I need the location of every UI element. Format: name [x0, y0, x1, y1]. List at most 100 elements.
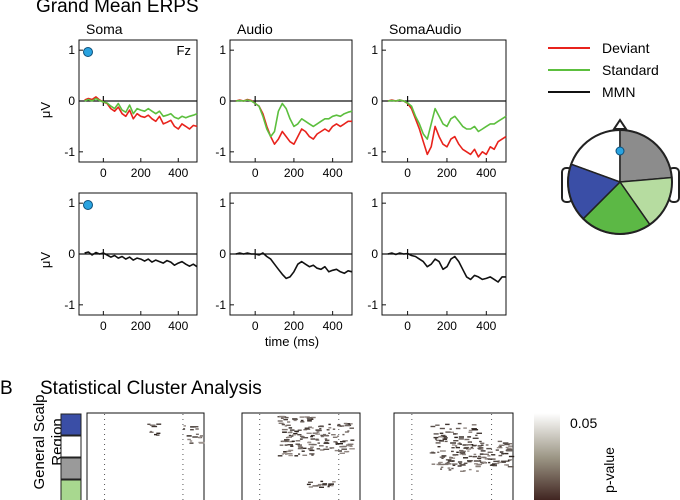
cluster-cell [308, 448, 314, 450]
cluster-cell [187, 438, 191, 441]
cluster-cell [474, 463, 478, 465]
cluster-cell [308, 481, 313, 483]
cluster-cell [299, 438, 303, 440]
cluster-cell [452, 454, 456, 457]
cluster-panels [86, 412, 515, 500]
cluster-cell [306, 417, 310, 419]
cluster-cell [283, 451, 287, 453]
cluster-cell [477, 445, 482, 447]
cluster-cell [464, 438, 470, 441]
cluster-cell [459, 453, 463, 455]
cluster-cell [492, 464, 497, 467]
cluster-cell [441, 457, 444, 459]
cluster-cell [480, 450, 486, 452]
cluster-cell [476, 470, 479, 472]
cluster-cell [154, 433, 158, 436]
cluster-cell [282, 431, 287, 433]
scalp-map [561, 118, 680, 235]
cluster-cell [333, 441, 338, 443]
cluster-cell [436, 463, 439, 466]
cluster-cell [455, 427, 461, 430]
cluster-cell [285, 440, 289, 443]
cluster-cell [466, 448, 471, 450]
y-tick-label: 1 [68, 196, 75, 210]
cluster-cell [315, 433, 320, 435]
cluster-cell [343, 422, 348, 425]
y-tick-label: -1 [64, 298, 75, 312]
cluster-cell [501, 453, 504, 455]
scalp-outline [567, 129, 673, 235]
cluster-cell [299, 416, 304, 418]
x-tick-label: 400 [476, 166, 496, 180]
cluster-cell [433, 433, 439, 435]
cluster-cell [502, 442, 509, 444]
x-tick-label: 200 [131, 319, 151, 333]
erp-panel-somaaudio-bottom: 1 0 -1 0 200 400 [367, 192, 507, 333]
cluster-cell [310, 434, 315, 437]
cluster-cell [327, 429, 330, 431]
cluster-cell [463, 427, 467, 429]
cluster-cell [309, 453, 315, 455]
cluster-cell [290, 445, 294, 447]
cluster-cell [319, 428, 322, 430]
erp-plots: 1 0 -1 0 200 400 Fz 1 0 -1 0 200 400 1 0 -1 0 200 400 1 0 -1 0… [64, 39, 507, 333]
cluster-cell [345, 423, 351, 425]
cluster-cell [479, 453, 484, 455]
cluster-cell [147, 423, 151, 425]
cluster-cell [284, 416, 289, 419]
figure-title-a: Grand Mean ERPS [36, 0, 199, 17]
cluster-cell [332, 481, 336, 483]
electrode-marker [83, 47, 93, 57]
cluster-cell [350, 439, 355, 441]
y-tick-label: 0 [371, 94, 378, 108]
cluster-cell [346, 444, 349, 446]
p-value-colorbar: 0.05 p-value [534, 413, 617, 500]
cluster-cell [460, 470, 465, 472]
cluster-cell [279, 444, 284, 446]
x-tick-label: 400 [168, 166, 188, 180]
x-tick-label: 400 [476, 319, 496, 333]
cluster-cell [463, 447, 468, 449]
cluster-cell [467, 460, 472, 463]
cluster-cell [329, 447, 335, 449]
cluster-cell [445, 431, 451, 433]
cluster-cell [450, 442, 456, 444]
cluster-cell [156, 423, 162, 425]
cluster-cell [506, 447, 512, 449]
cluster-cell [435, 439, 442, 442]
cluster-cell [284, 444, 288, 446]
cluster-cell [443, 463, 449, 466]
cluster-cell [496, 447, 503, 449]
series-line-standard [387, 99, 507, 140]
cluster-cell [297, 447, 304, 450]
region-bar-swatch [60, 413, 82, 436]
cluster-cell [281, 423, 285, 426]
cluster-frame [86, 412, 205, 500]
cluster-cell [341, 448, 347, 450]
cluster-cell [311, 418, 314, 420]
cluster-cell [279, 415, 285, 418]
cluster-cell [300, 447, 307, 449]
cluster-cell [465, 444, 472, 446]
cluster-cell [315, 429, 322, 432]
cluster-cell [504, 464, 508, 466]
cluster-cell [475, 465, 481, 467]
x-tick-label: 0 [252, 166, 259, 180]
x-tick-label: 200 [437, 166, 457, 180]
cluster-cell [482, 461, 486, 464]
scalp-region-label-line: General Scalp [31, 394, 48, 489]
cluster-cell [295, 440, 301, 442]
cluster-cell [297, 444, 302, 446]
cluster-cell [464, 462, 468, 464]
cluster-cell [304, 427, 310, 429]
scalp-electrode-fz [615, 146, 625, 156]
cluster-cell [192, 436, 198, 438]
cluster-cell [468, 455, 472, 458]
panel-title-audio: Audio [237, 21, 273, 37]
cluster-cell [451, 450, 454, 453]
electrode-marker [83, 200, 93, 210]
cluster-cell [485, 444, 489, 446]
cluster-cell [195, 428, 199, 430]
cluster-cell [340, 441, 346, 443]
cluster-cell [277, 420, 283, 422]
